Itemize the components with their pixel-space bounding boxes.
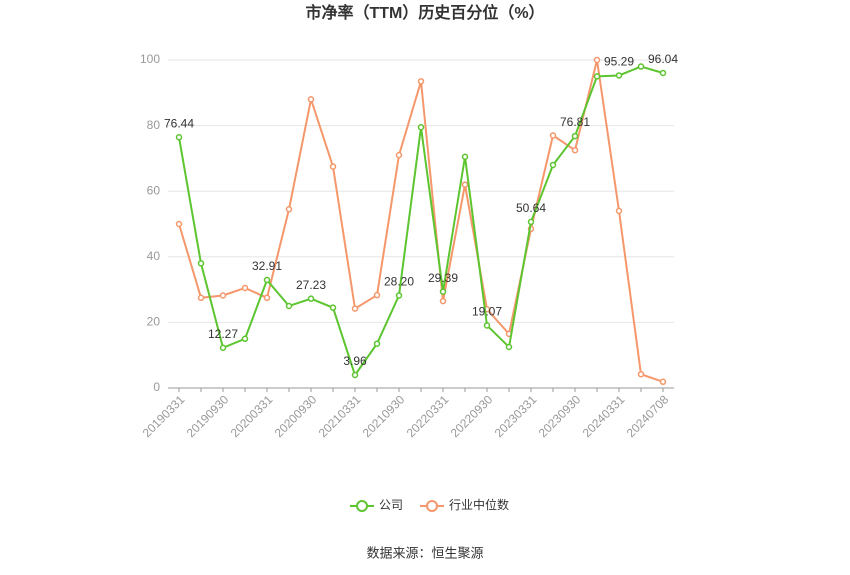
data-point [483,322,491,329]
data-point [549,132,557,139]
data-point [637,63,645,70]
data-point [615,72,623,79]
data-point [593,56,601,64]
y-tick-label: 40 [147,249,161,263]
data-label: 27.23 [296,278,326,292]
data-point [659,378,667,386]
data-label: 32.91 [252,259,282,273]
chart-title: 市净率（TTM）历史百分位（%） [305,3,544,22]
x-tick-label: 20230331 [492,392,540,440]
data-point [219,292,227,299]
data-point [527,218,535,226]
data-point [593,73,601,80]
x-tick-label: 20240331 [580,392,628,440]
data-label: 76.44 [164,116,194,130]
data-point [263,276,271,284]
data-label: 12.27 [208,327,238,341]
data-point [351,305,359,312]
data-label: 29.39 [428,271,458,285]
data-point [395,292,403,299]
data-label: 76.81 [560,115,590,129]
data-point [461,181,469,188]
y-tick-label: 80 [147,118,161,132]
series-line [178,65,664,378]
x-tick-label: 20220930 [448,392,496,440]
data-point [197,294,205,302]
data-point [351,371,359,379]
data-label: 50.64 [516,201,546,215]
data-point [285,302,293,310]
data-point [175,220,183,228]
legend-marker [426,500,438,512]
data-point [241,284,249,292]
data-point [197,260,205,267]
data-point [373,291,381,299]
series-line [178,59,664,383]
data-point [571,132,579,140]
data-point [549,161,557,169]
y-tick-label: 60 [147,183,161,197]
data-point [307,295,315,302]
data-point [417,123,425,131]
x-tick-label: 20240708 [624,392,672,440]
data-label: 28.20 [384,275,414,289]
data-point [307,96,315,103]
data-point [329,163,337,170]
x-tick-label: 20220331 [404,392,452,440]
data-point [439,288,447,295]
data-point [219,344,227,352]
x-tick-label: 20230930 [536,392,584,440]
data-point [285,205,293,213]
x-tick-label: 20210331 [316,392,364,440]
legend-marker [356,500,368,512]
data-label: 3.96 [343,354,367,368]
y-tick-label: 0 [153,380,160,394]
data-point [417,78,425,85]
x-tick-label: 20200331 [228,392,276,440]
data-point [505,343,513,351]
data-point [571,146,579,154]
x-tick-label: 20190331 [140,392,188,440]
data-point [659,69,667,77]
y-tick-label: 20 [147,315,161,329]
data-point [263,294,271,302]
data-label: 95.29 [604,55,634,69]
data-point [175,134,183,141]
source: 数据来源：恒生聚源 [366,545,483,560]
legend-label: 公司 [379,498,403,512]
data-point [373,340,381,347]
data-point [395,151,403,159]
data-point [439,297,447,305]
data-label: 19.07 [472,305,502,319]
data-point [461,153,469,161]
data-point [329,304,337,311]
data-point [637,370,645,378]
legend-label: 行业中位数 [449,497,509,512]
x-tick-label: 20190930 [184,392,232,440]
x-tick-label: 20210930 [360,392,408,440]
data-point [615,207,623,215]
data-label: 96.04 [648,52,678,66]
data-point [241,335,249,343]
y-tick-label: 100 [140,52,160,66]
x-tick-label: 20200930 [272,392,320,440]
